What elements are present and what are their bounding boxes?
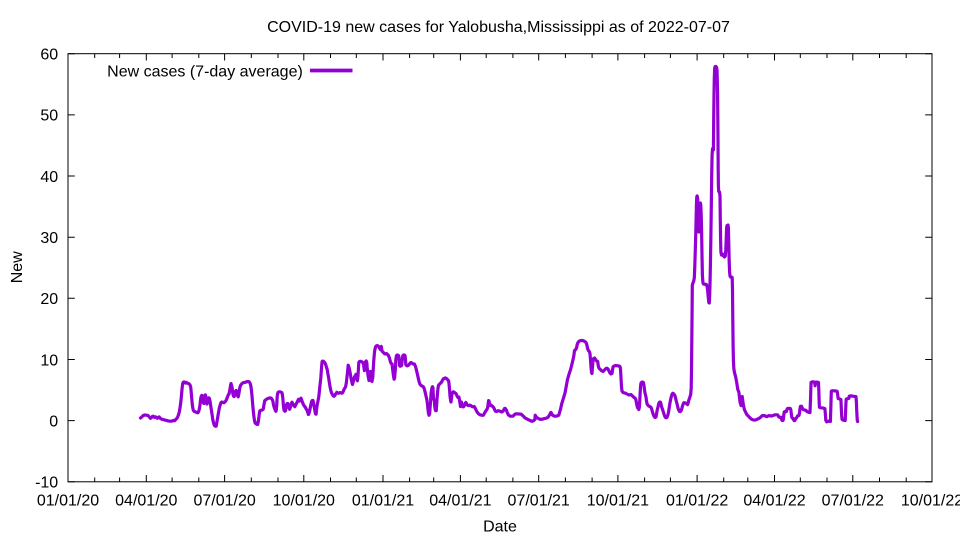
svg-text:New: New xyxy=(9,251,26,283)
svg-text:COVID-19 new cases for Yalobus: COVID-19 new cases for Yalobusha,Mississ… xyxy=(267,19,730,36)
svg-text:07/01/21: 07/01/21 xyxy=(508,493,570,510)
svg-text:New cases (7-day average): New cases (7-day average) xyxy=(107,63,303,80)
svg-text:10/01/22: 10/01/22 xyxy=(901,493,960,510)
svg-text:01/01/21: 01/01/21 xyxy=(352,493,414,510)
svg-text:04/01/20: 04/01/20 xyxy=(115,493,177,510)
svg-text:-10: -10 xyxy=(35,475,58,492)
svg-text:07/01/20: 07/01/20 xyxy=(193,493,255,510)
svg-text:Date: Date xyxy=(483,519,517,536)
svg-text:50: 50 xyxy=(40,108,58,125)
svg-text:01/01/22: 01/01/22 xyxy=(666,493,728,510)
svg-text:60: 60 xyxy=(40,47,58,64)
svg-text:07/01/22: 07/01/22 xyxy=(822,493,884,510)
svg-text:04/01/22: 04/01/22 xyxy=(743,493,805,510)
svg-text:01/01/20: 01/01/20 xyxy=(37,493,99,510)
svg-text:10/01/20: 10/01/20 xyxy=(273,493,335,510)
svg-text:10/01/21: 10/01/21 xyxy=(587,493,649,510)
svg-text:20: 20 xyxy=(40,291,58,308)
svg-text:40: 40 xyxy=(40,169,58,186)
svg-text:30: 30 xyxy=(40,230,58,247)
svg-text:10: 10 xyxy=(40,352,58,369)
svg-text:0: 0 xyxy=(49,413,58,430)
svg-text:04/01/21: 04/01/21 xyxy=(429,493,491,510)
